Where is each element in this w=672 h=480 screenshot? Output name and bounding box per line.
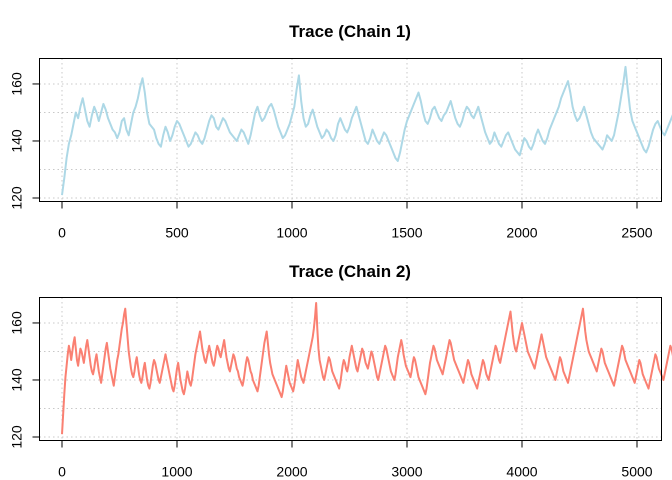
chart-1-plot-box (39, 58, 662, 202)
y-tick-label: 140 (9, 368, 25, 392)
x-tick-label: 5000 (621, 464, 652, 480)
x-tick-label: 1000 (276, 225, 307, 241)
chart-2-series-line (61, 302, 672, 435)
x-tick-label: 0 (58, 464, 66, 480)
chart-1-title: Trace (Chain 1) (289, 22, 411, 41)
x-tick-label: 500 (165, 225, 189, 241)
y-tick-label: 120 (9, 425, 25, 449)
chart-1-series-line (61, 65, 672, 196)
chart-1-x-axis: 0 500 1000 1500 2000 2500 (58, 201, 653, 241)
y-tick-label: 160 (9, 311, 25, 335)
chart-2-plot-box (39, 297, 662, 441)
y-tick-label: 140 (9, 129, 25, 153)
x-tick-label: 2500 (621, 225, 652, 241)
chart-2-title: Trace (Chain 2) (289, 262, 411, 281)
x-tick-label: 2000 (506, 225, 537, 241)
x-tick-label: 1500 (391, 225, 422, 241)
chart-2-grid (39, 297, 662, 441)
y-tick-label: 120 (9, 186, 25, 210)
x-tick-label: 3000 (391, 464, 422, 480)
x-tick-label: 4000 (506, 464, 537, 480)
chart-panel-1: Trace (Chain 1) 0 500 1000 1500 2000 2500 120… (9, 22, 672, 241)
x-tick-label: 2000 (276, 464, 307, 480)
chart-2-y-axis: 120 140 160 (9, 311, 40, 449)
chart-panel-2: Trace (Chain 2) 0 1000 2000 3000 4000 5000 12… (9, 262, 672, 480)
chart-1-grid (39, 58, 662, 202)
y-tick-label: 160 (9, 72, 25, 96)
x-tick-label: 0 (58, 225, 66, 241)
chart-2-x-axis: 0 1000 2000 3000 4000 5000 (58, 440, 653, 480)
chart-1-y-axis: 120 140 160 (9, 72, 40, 210)
x-tick-label: 1000 (161, 464, 192, 480)
